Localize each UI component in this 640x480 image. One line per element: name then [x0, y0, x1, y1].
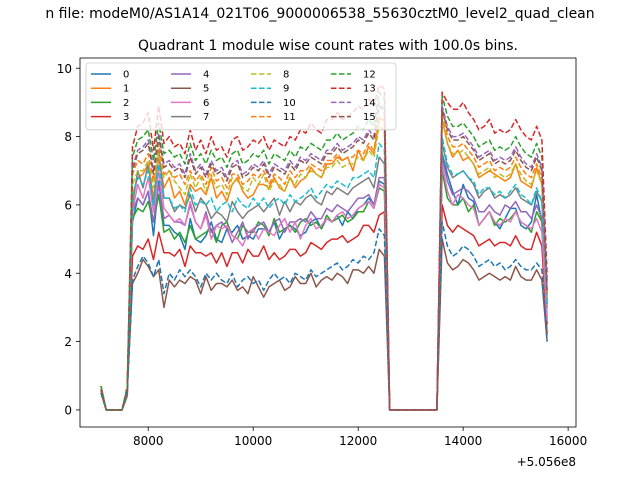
legend-label-5: 5 — [203, 84, 209, 95]
series-line-12 — [100, 91, 548, 411]
x-tick-label: 10000 — [234, 434, 272, 448]
series-line-10 — [100, 221, 548, 411]
legend-label-8: 8 — [283, 70, 289, 81]
legend-label-1: 1 — [123, 84, 129, 95]
legend-label-4: 4 — [203, 70, 209, 81]
legend-label-3: 3 — [123, 112, 129, 123]
series-line-6 — [100, 163, 548, 411]
legend-label-11: 11 — [283, 112, 296, 123]
series-line-14 — [100, 101, 548, 411]
legend-label-12: 12 — [363, 70, 376, 81]
figure-suptitle: n file: modeM0/AS1A14_021T06_9000006538_… — [45, 6, 594, 22]
legend-label-2: 2 — [123, 98, 129, 109]
plot-frame — [79, 57, 577, 428]
x-tick-label: 14000 — [444, 434, 482, 448]
legend-label-15: 15 — [363, 112, 376, 123]
y-tick-label: 10 — [57, 62, 72, 76]
legend-box — [85, 62, 397, 131]
series-line-8 — [100, 115, 548, 411]
x-axis-offset-label: +5.056e8 — [517, 455, 576, 469]
y-tick-label: 0 — [64, 403, 72, 417]
series-line-11 — [100, 108, 548, 411]
y-tick-label: 8 — [64, 130, 72, 144]
series-line-5 — [100, 238, 548, 411]
y-tick-label: 6 — [64, 198, 72, 212]
legend-label-10: 10 — [283, 98, 296, 109]
x-tick-label: 8000 — [133, 434, 164, 448]
legend-label-7: 7 — [203, 112, 209, 123]
series-line-15 — [100, 105, 548, 411]
legend-label-13: 13 — [363, 84, 376, 95]
x-tick-label: 16000 — [549, 434, 587, 448]
y-tick-label: 2 — [64, 335, 72, 349]
legend-label-0: 0 — [123, 70, 129, 81]
x-tick-label: 12000 — [339, 434, 377, 448]
legend-label-14: 14 — [363, 98, 376, 109]
y-axis: 0 2 4 6 8 10 — [57, 62, 80, 417]
chart-title: Quadrant 1 module wise count rates with … — [138, 38, 518, 54]
x-axis: 8000 10000 12000 14000 16000 — [133, 427, 587, 448]
y-tick-label: 4 — [64, 267, 72, 281]
legend-label-9: 9 — [283, 84, 289, 95]
series-layer — [100, 84, 548, 411]
legend-label-6: 6 — [203, 98, 209, 109]
series-line-3 — [100, 204, 548, 411]
series-line-7 — [100, 142, 548, 411]
series-line-9 — [100, 135, 548, 411]
